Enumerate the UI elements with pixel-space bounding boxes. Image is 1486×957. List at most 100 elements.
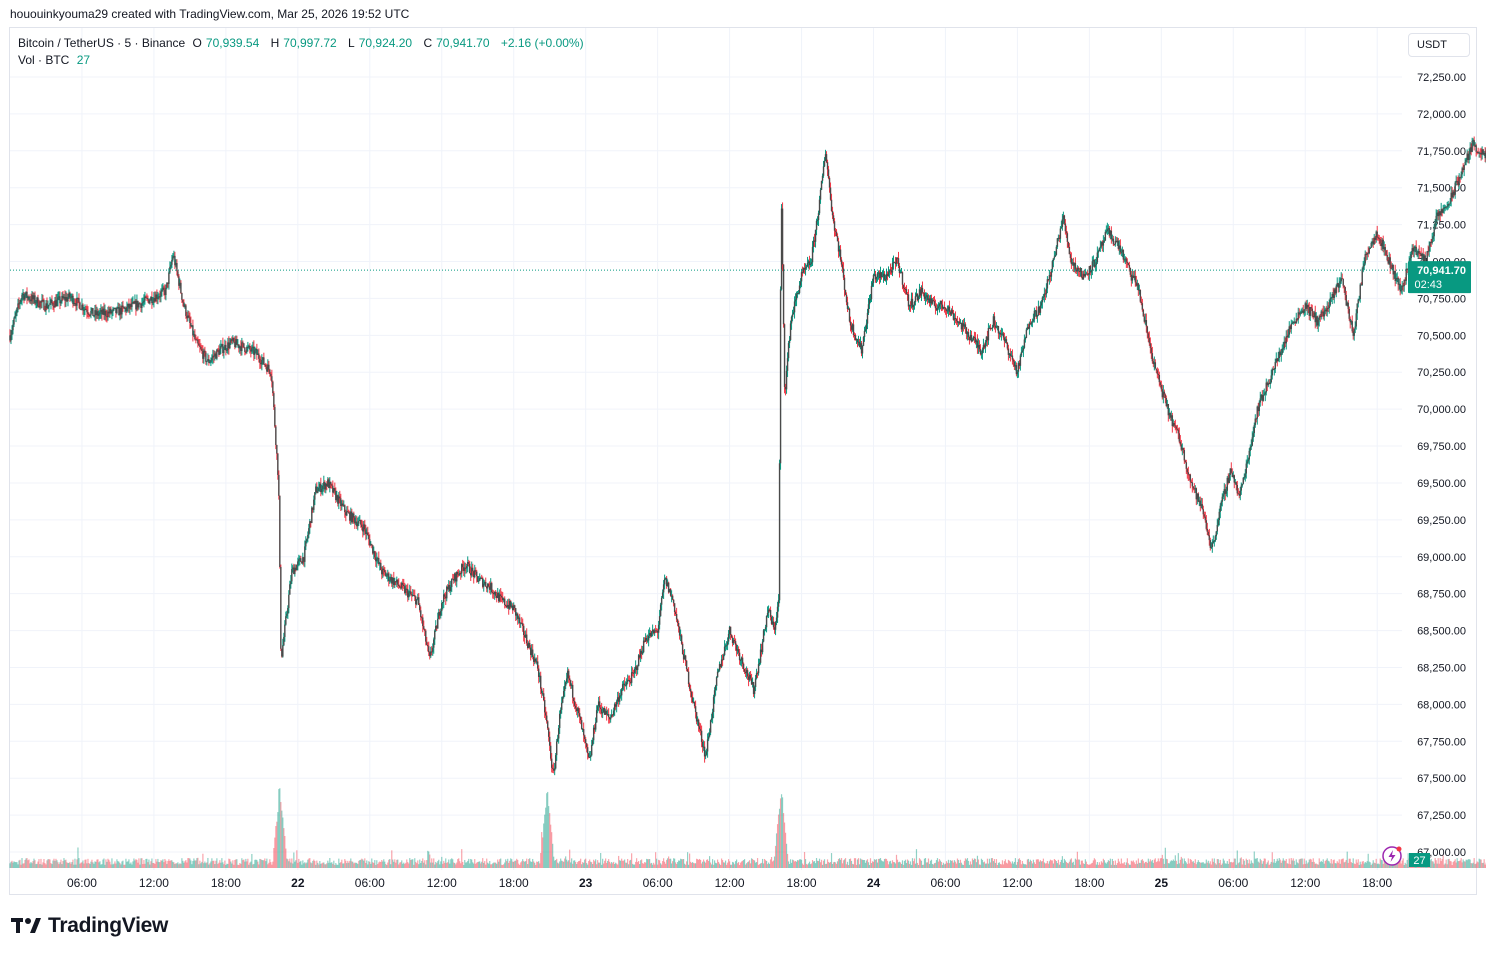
candle-body — [176, 263, 178, 272]
volume-bar — [536, 861, 538, 868]
candle-body — [255, 348, 257, 351]
volume-bar — [576, 863, 578, 868]
volume-bar — [581, 864, 583, 868]
candle-body — [717, 670, 720, 672]
volume-bar — [794, 860, 797, 868]
y-tick-label: 70,000.00 — [1417, 404, 1466, 416]
volume-bar — [898, 861, 901, 868]
candle-body — [251, 347, 253, 352]
tradingview-logo[interactable]: TradingView — [11, 914, 168, 938]
volume-bar — [501, 864, 503, 868]
volume-bar — [308, 858, 310, 868]
volume-bar — [1005, 862, 1008, 868]
candle-body — [1153, 362, 1156, 364]
candle-body — [472, 567, 474, 572]
candle-body — [1337, 283, 1339, 288]
volume-bar — [832, 862, 835, 868]
volume-bar — [634, 864, 636, 868]
volume-bar — [1434, 858, 1436, 868]
volume-bar — [1060, 859, 1062, 868]
volume-bar — [1109, 858, 1111, 868]
volume-bar — [43, 859, 45, 868]
candle-body — [665, 577, 668, 587]
volume-badge-bg — [1409, 853, 1430, 867]
candle-body — [931, 300, 934, 304]
volume-bar — [727, 859, 730, 868]
candle-body — [585, 743, 588, 748]
volume-bar — [98, 862, 100, 868]
candle-body — [1354, 326, 1356, 329]
volume-bar — [861, 859, 864, 868]
candle-body — [30, 299, 32, 302]
volume-bar — [1217, 859, 1219, 868]
volume-bar — [419, 859, 421, 868]
volume-bar — [953, 860, 956, 868]
candle-body — [302, 557, 304, 564]
y-tick-label: 70,750.00 — [1417, 293, 1466, 305]
volume-bar — [1473, 858, 1475, 868]
volume-bar — [160, 860, 162, 868]
candle-body — [802, 268, 805, 273]
volume-bar — [702, 861, 704, 868]
volume-bar — [1352, 858, 1354, 868]
candle-body — [514, 605, 516, 609]
candle-body — [1088, 266, 1091, 275]
candle-body — [23, 293, 25, 300]
volume-bar — [96, 859, 98, 868]
candle-body — [66, 297, 68, 302]
volume-bar — [222, 862, 224, 868]
candle-body — [574, 705, 577, 709]
candle-body — [289, 584, 291, 595]
candle-body — [504, 598, 506, 605]
volume-bar — [869, 858, 872, 868]
candle-body — [378, 558, 380, 565]
volume-bar — [31, 863, 33, 868]
volume-bar — [218, 862, 220, 868]
currency-button[interactable]: USDT — [1408, 33, 1470, 57]
candle-body — [1040, 302, 1043, 306]
candle-body — [26, 291, 28, 299]
legend-volume-label[interactable]: Vol · BTC — [18, 53, 70, 67]
candle-body — [865, 323, 868, 330]
candle-body — [1139, 289, 1142, 302]
volume-bar — [100, 864, 102, 868]
volume-bar — [1342, 858, 1344, 868]
volume-bar — [1370, 864, 1372, 868]
candle-body — [1295, 318, 1297, 324]
candle-body — [693, 701, 696, 707]
candle-body — [297, 561, 299, 566]
candle-body — [1193, 488, 1196, 490]
volume-bar — [716, 859, 719, 868]
volume-bar — [1232, 862, 1234, 868]
candle-body — [1377, 237, 1379, 239]
volume-bar — [372, 862, 374, 868]
lightning-icon[interactable] — [1382, 846, 1402, 866]
volume-bar — [826, 859, 829, 868]
volume-bar — [649, 859, 651, 868]
candle-body — [666, 582, 669, 587]
volume-bar — [28, 859, 30, 868]
volume-bar — [450, 859, 452, 868]
volume-bar — [144, 863, 146, 868]
candle-body — [785, 370, 788, 390]
candle-body — [95, 310, 97, 316]
volume-bar — [586, 863, 588, 868]
volume-bar — [745, 863, 748, 868]
volume-bar — [1105, 863, 1107, 868]
candle-body — [135, 300, 137, 310]
volume-bar — [1236, 850, 1238, 868]
candle-body — [612, 710, 615, 716]
volume-bar — [620, 860, 622, 868]
candle-body — [36, 297, 38, 303]
legend-symbol[interactable]: Bitcoin / TetherUS · 5 · Binance — [18, 36, 186, 50]
volume-bar — [530, 861, 532, 868]
volume-bar — [949, 860, 952, 868]
candle-body — [1301, 310, 1303, 312]
volume-bar — [741, 860, 744, 868]
volume-bar — [1315, 863, 1317, 868]
volume-bar — [437, 861, 439, 868]
grid-lines — [10, 28, 1402, 870]
candle-body — [866, 312, 869, 324]
candle-body — [467, 562, 469, 567]
